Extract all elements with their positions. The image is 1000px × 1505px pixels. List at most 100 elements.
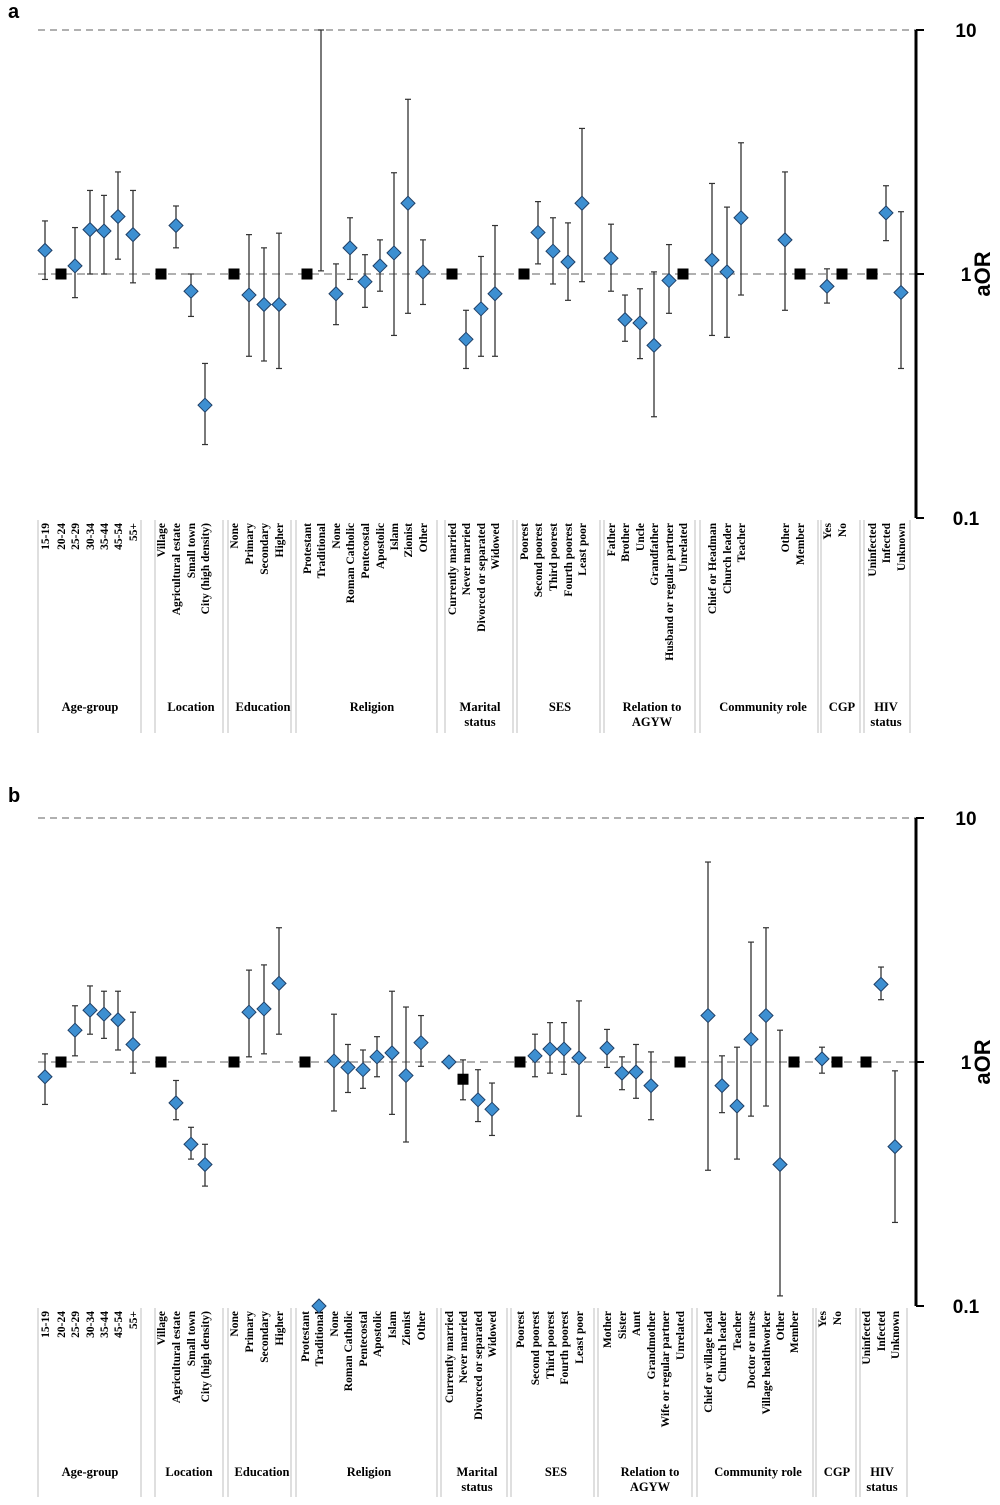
estimate-marker [110,208,126,225]
estimate-marker [386,245,402,261]
group-2: None Primary Secondary Higher Education [228,232,290,714]
category-label: Infected [876,1310,888,1351]
category-label: Currently married [444,1310,456,1403]
panel-label: b [8,785,20,807]
group-label: Location [165,1465,212,1479]
category-label: Brother [620,523,632,562]
group-label-line: Relation to [623,700,682,714]
category-label: 35-44 [99,523,111,550]
category-label: None [331,523,343,549]
group-label-line: Marital [460,700,501,714]
reference-marker [299,1056,311,1068]
estimate-marker [777,232,793,248]
estimate-marker [372,258,388,274]
estimate-marker [125,226,141,243]
category-label: Traditional [314,1311,326,1366]
estimate-marker [256,1001,272,1017]
estimate-marker [714,1077,730,1094]
reference-marker [674,1056,686,1068]
category-label: Member [789,1311,801,1353]
category-label: Widowed [487,1310,499,1357]
group-8: Yes No CGP [814,1046,851,1479]
category-label: Village [156,523,168,557]
category-label: Protestant [302,523,314,574]
group-label: Marital status [460,700,501,729]
category-label: Chief or village head [703,1310,715,1412]
group-5: Poorest Second poorest Third poorest Fourth… [518,127,590,714]
estimate-marker [82,1002,98,1018]
estimate-marker [241,1004,257,1020]
category-label: Village [156,1311,168,1345]
category-label: Agricultural estate [171,1311,183,1403]
estimate-marker [530,224,546,241]
estimate-marker [271,975,287,992]
category-label: Roman Catholic [343,1311,355,1391]
estimate-marker [256,296,272,313]
group-3: Protestant Traditional None Roman Catholic P… [299,990,429,1479]
category-label: Islam [389,523,401,551]
estimate-marker [37,242,53,259]
category-label: Never married [461,522,473,595]
category-label: Higher [274,1311,286,1346]
estimate-marker [355,1061,371,1078]
reference-marker [514,1056,526,1068]
estimate-marker [458,331,474,348]
category-label: Secondary [259,1311,271,1363]
panel-b: b 10 1 0.1 aOR 15-19 20-24 25-29 30-34 35-44 45-54… [8,785,995,1497]
group-label: Relation to AGYW [623,700,682,729]
category-label: Husband or regular partner [664,523,676,661]
category-label: Fourth poorest [559,1311,571,1385]
category-label: Other [416,1311,428,1340]
category-label: Primary [244,523,256,565]
category-label: Protestant [300,1311,312,1362]
group-2: None Primary Secondary Higher Education [228,927,289,1479]
category-label: Second poorest [533,523,545,597]
category-label: Fourth poorest [563,523,575,597]
group-label: Location [167,700,214,714]
group-label-line: HIV [874,700,898,714]
estimate-marker [415,264,431,280]
category-label: Mother [602,1311,614,1348]
estimate-marker [758,1007,774,1024]
category-label: No [837,523,849,537]
estimate-marker [814,1051,830,1067]
estimate-marker [632,315,648,331]
category-label: Unknown [890,1310,902,1359]
group-label: HIV status [870,700,901,729]
estimate-marker [542,1041,558,1057]
group-label: Community role [714,1465,802,1479]
estimate-marker [326,1053,342,1069]
category-label: Third poorest [545,1311,557,1379]
category-label: Pentecostal [358,1311,370,1367]
category-label: Divorced or separated [476,522,488,631]
category-label: Roman Catholic [345,523,357,603]
category-label: 20-24 [56,1311,68,1338]
y-tick-label: 1 [961,265,972,286]
category-label: Zionist [403,523,415,558]
category-label: Uninfected [861,1310,873,1364]
reference-marker [788,1056,800,1068]
estimate-marker [571,1050,587,1066]
group-label: Marital status [457,1465,498,1494]
estimate-marker [700,1007,716,1024]
category-label: Widowed [490,522,502,569]
estimate-marker [772,1156,788,1173]
estimate-marker [67,1022,83,1038]
group-6: Father Brother Uncle Grandfather Husband or … [603,223,690,729]
estimate-marker [96,1006,112,1022]
category-label: 35-44 [99,1311,111,1338]
estimate-marker [646,337,662,354]
estimate-marker [873,976,889,993]
group-label: Community role [719,700,807,714]
estimate-marker [470,1092,486,1108]
group-5: Poorest Second poorest Third poorest Fourth… [514,1000,587,1479]
category-label: Poorest [515,1311,527,1348]
panel-a: a 10 1 0.1 aOR 15-19 20-24 25-29 30-34 35-44 45-54… [8,1,995,733]
estimate-marker [893,284,909,301]
category-label: Teacher [732,1311,744,1350]
category-label: Secondary [259,523,271,575]
estimate-marker [340,1059,356,1076]
y-tick-label: 0.1 [953,509,980,530]
category-label: Church leader [722,523,734,594]
estimate-marker [168,217,184,234]
